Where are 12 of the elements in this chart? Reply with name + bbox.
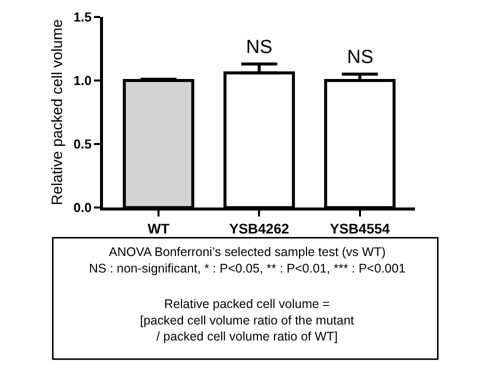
x-tick-label: YSB4554 [330, 220, 390, 236]
text: ANOVA Bonferroni’s selected sample test (vs WT) NS : non-significant, * : P<0.05, ** : P<0.01, *** : P<0.001 [89, 245, 406, 276]
y-axis-title: Relative packed cell volume [48, 19, 66, 206]
annotation: NS [246, 37, 272, 58]
y-tick-label: 1.5 [74, 9, 92, 24]
annotation: NS [347, 47, 374, 68]
x-tick-label: WT [148, 220, 170, 236]
x-tick-label: YSB4262 [229, 220, 290, 236]
y-tick-label: 0.0 [74, 200, 92, 216]
text: Relative packed cell volume = [packed cell volume ratio of the mutant / packed cell volume ratio of WT] [140, 297, 355, 344]
y-tick-label: 0.5 [74, 136, 92, 152]
y-tick-label: 1.0 [74, 73, 92, 88]
